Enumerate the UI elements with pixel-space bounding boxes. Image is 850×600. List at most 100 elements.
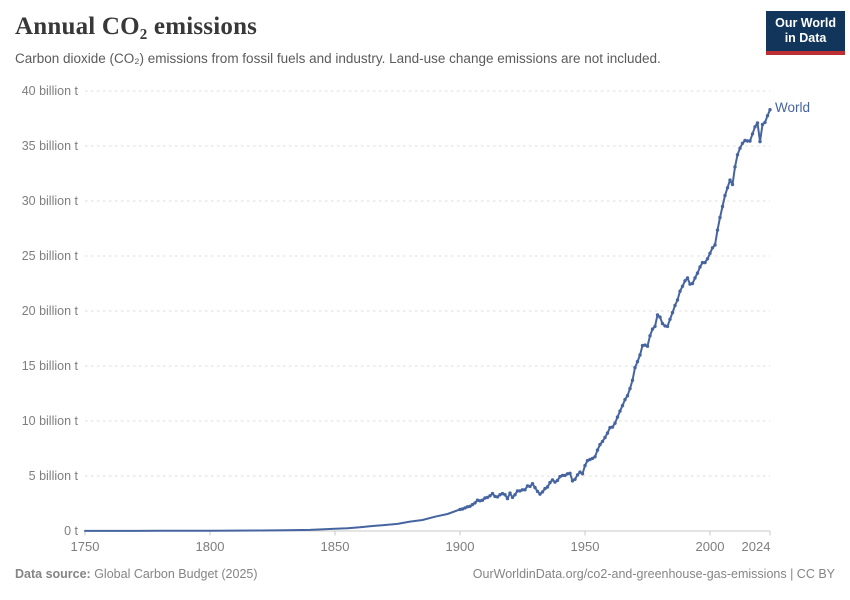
data-point-marker[interactable] bbox=[628, 386, 632, 391]
data-point-marker[interactable] bbox=[480, 498, 485, 502]
data-point-marker[interactable] bbox=[543, 486, 547, 491]
data-point-marker[interactable] bbox=[538, 492, 542, 496]
data-point-marker[interactable] bbox=[695, 271, 700, 275]
data-point-marker[interactable] bbox=[690, 281, 695, 286]
data-point-marker[interactable] bbox=[665, 324, 670, 329]
data-point-marker[interactable] bbox=[568, 471, 572, 475]
data-point-marker[interactable] bbox=[520, 488, 525, 492]
data-point-marker[interactable] bbox=[735, 153, 740, 157]
data-point-marker[interactable] bbox=[570, 479, 575, 483]
data-point-marker[interactable] bbox=[505, 496, 510, 501]
data-point-marker[interactable] bbox=[730, 182, 735, 187]
data-point-marker[interactable] bbox=[510, 495, 515, 500]
data-point-marker[interactable] bbox=[488, 494, 492, 498]
data-point-marker[interactable] bbox=[725, 186, 730, 190]
data-point-marker[interactable] bbox=[508, 491, 512, 495]
data-point-marker[interactable] bbox=[600, 439, 605, 444]
data-point-marker[interactable] bbox=[760, 122, 765, 127]
data-point-marker[interactable] bbox=[648, 334, 652, 338]
data-point-marker[interactable] bbox=[575, 473, 580, 477]
data-point-marker[interactable] bbox=[685, 276, 690, 280]
data-point-marker[interactable] bbox=[553, 480, 557, 484]
data-point-marker[interactable] bbox=[683, 279, 687, 283]
data-point-marker[interactable] bbox=[595, 448, 600, 452]
data-point-marker[interactable] bbox=[605, 431, 610, 435]
data-point-marker[interactable] bbox=[603, 435, 607, 440]
data-point-marker[interactable] bbox=[470, 502, 475, 507]
data-point-marker[interactable] bbox=[753, 125, 757, 129]
data-point-marker[interactable] bbox=[468, 504, 472, 508]
data-point-marker[interactable] bbox=[738, 146, 742, 150]
data-point-marker[interactable] bbox=[718, 215, 722, 220]
data-point-marker[interactable] bbox=[625, 394, 630, 398]
data-point-marker[interactable] bbox=[765, 114, 770, 118]
data-point-marker[interactable] bbox=[503, 493, 507, 497]
data-point-marker[interactable] bbox=[758, 139, 762, 144]
data-point-marker[interactable] bbox=[710, 246, 715, 250]
data-point-marker[interactable] bbox=[768, 108, 772, 112]
data-point-marker[interactable] bbox=[678, 289, 682, 293]
data-point-marker[interactable] bbox=[720, 204, 725, 209]
data-point-marker[interactable] bbox=[548, 480, 552, 485]
data-point-marker[interactable] bbox=[723, 193, 727, 198]
data-point-marker[interactable] bbox=[658, 315, 662, 319]
data-point-marker[interactable] bbox=[573, 477, 577, 481]
data-point-marker[interactable] bbox=[673, 303, 677, 308]
data-point-marker[interactable] bbox=[583, 463, 587, 468]
data-point-marker[interactable] bbox=[560, 473, 565, 478]
data-point-marker[interactable] bbox=[578, 470, 582, 474]
data-point-marker[interactable] bbox=[728, 178, 732, 182]
data-point-marker[interactable] bbox=[613, 421, 617, 425]
data-point-marker[interactable] bbox=[490, 491, 495, 496]
data-point-marker[interactable] bbox=[555, 478, 560, 483]
data-point-marker[interactable] bbox=[740, 141, 745, 145]
data-point-marker[interactable] bbox=[563, 473, 567, 478]
data-point-marker[interactable] bbox=[703, 260, 707, 265]
data-point-marker[interactable] bbox=[733, 165, 737, 169]
data-point-marker[interactable] bbox=[745, 139, 750, 143]
data-point-marker[interactable] bbox=[705, 257, 710, 261]
data-point-marker[interactable] bbox=[533, 485, 537, 490]
data-point-marker[interactable] bbox=[675, 298, 680, 302]
data-point-marker[interactable] bbox=[618, 409, 622, 413]
data-point-marker[interactable] bbox=[535, 489, 540, 494]
data-point-marker[interactable] bbox=[653, 324, 657, 329]
data-point-marker[interactable] bbox=[650, 327, 655, 331]
data-point-marker[interactable] bbox=[528, 484, 532, 489]
credit-link[interactable]: OurWorldinData.org/co2-and-greenhouse-ga… bbox=[472, 567, 835, 581]
data-point-marker[interactable] bbox=[620, 403, 625, 408]
data-point-marker[interactable] bbox=[458, 507, 462, 512]
data-point-marker[interactable] bbox=[593, 455, 597, 459]
data-point-marker[interactable] bbox=[668, 317, 672, 321]
data-point-marker[interactable] bbox=[645, 344, 650, 348]
series-line-world[interactable] bbox=[84, 108, 771, 532]
data-point-marker[interactable] bbox=[590, 456, 595, 461]
series-entity-label[interactable]: World bbox=[775, 100, 811, 115]
data-point-marker[interactable] bbox=[495, 495, 500, 499]
data-point-marker[interactable] bbox=[610, 425, 615, 429]
data-point-marker[interactable] bbox=[473, 501, 477, 505]
data-point-marker[interactable] bbox=[523, 488, 527, 492]
owid-logo[interactable]: Our World in Data bbox=[766, 11, 845, 55]
data-point-marker[interactable] bbox=[513, 493, 517, 497]
data-point-marker[interactable] bbox=[580, 472, 585, 476]
data-point-marker[interactable] bbox=[655, 313, 660, 317]
data-point-marker[interactable] bbox=[615, 415, 620, 419]
data-point-marker[interactable] bbox=[638, 353, 642, 357]
data-point-marker[interactable] bbox=[660, 321, 665, 326]
data-point-marker[interactable] bbox=[598, 442, 602, 447]
data-point-marker[interactable] bbox=[635, 359, 640, 364]
data-point-marker[interactable] bbox=[680, 284, 685, 288]
data-point-marker[interactable] bbox=[713, 243, 717, 247]
data-point-marker[interactable] bbox=[693, 276, 697, 280]
data-point-marker[interactable] bbox=[670, 310, 675, 315]
data-point-marker[interactable] bbox=[545, 485, 550, 489]
data-point-marker[interactable] bbox=[633, 365, 637, 370]
data-point-marker[interactable] bbox=[515, 489, 520, 493]
data-point-marker[interactable] bbox=[630, 378, 635, 382]
data-point-marker[interactable] bbox=[623, 397, 627, 402]
data-point-marker[interactable] bbox=[748, 139, 752, 143]
data-point-marker[interactable] bbox=[763, 120, 767, 125]
data-point-marker[interactable] bbox=[550, 478, 555, 482]
